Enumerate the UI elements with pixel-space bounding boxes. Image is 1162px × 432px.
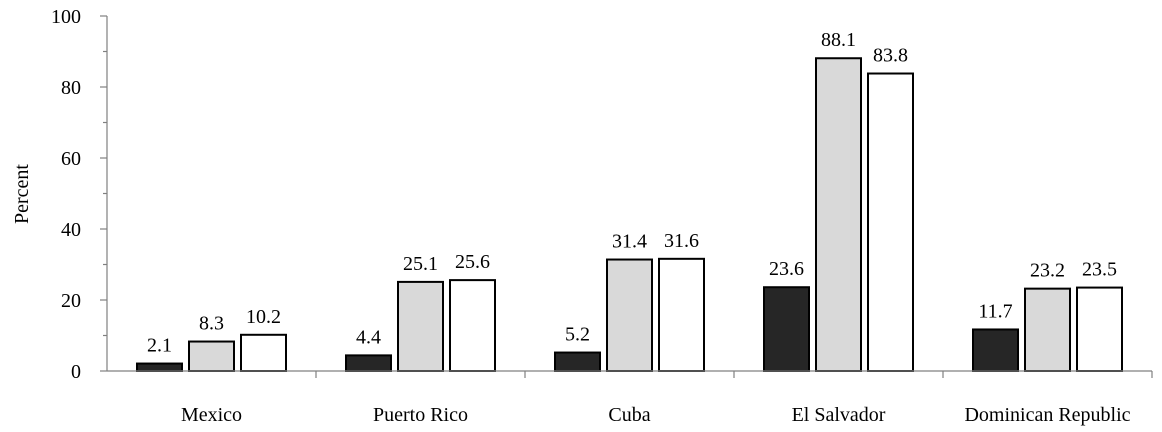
bar (554, 351, 601, 373)
y-axis-title: Percent (11, 164, 33, 224)
bar-data-label: 31.4 (612, 231, 647, 253)
bar-data-label: 25.6 (455, 251, 490, 273)
y-tick-label: 40 (61, 219, 81, 241)
bar (397, 280, 444, 372)
bar (345, 354, 392, 373)
x-category-label: Puerto Rico (373, 404, 468, 426)
y-tick-label: 60 (61, 148, 81, 170)
bar-data-label: 23.2 (1030, 260, 1065, 282)
bar (188, 340, 235, 373)
data-labels-group: 2.1 8.3 10.2 4.4 25.1 25.6 5.2 31.4 31.6 23.6 88.1… (147, 29, 1117, 356)
bar (972, 328, 1019, 372)
y-tick-label: 80 (61, 77, 81, 99)
bar (763, 286, 810, 372)
bar-data-label: 31.6 (664, 230, 699, 252)
bar (658, 257, 705, 373)
bar-data-label: 23.6 (769, 258, 804, 280)
bar-data-label: 88.1 (821, 29, 856, 51)
bar (815, 57, 862, 373)
bar (867, 72, 914, 372)
bar (606, 258, 653, 372)
x-category-label: El Salvador (792, 404, 886, 426)
bar (136, 362, 183, 373)
bar-data-label: 4.4 (356, 326, 381, 348)
x-category-label: Dominican Republic (964, 404, 1130, 426)
y-tick-label: 100 (51, 6, 81, 28)
x-category-label: Mexico (181, 404, 242, 426)
x-category-label: Cuba (608, 404, 650, 426)
y-tick-label: 0 (71, 361, 81, 383)
bar-data-label: 83.8 (873, 45, 908, 67)
y-tick-label: 20 (61, 290, 81, 312)
bar-data-label: 8.3 (199, 313, 224, 335)
bar-data-label: 5.2 (565, 324, 590, 346)
bar-data-label: 2.1 (147, 335, 172, 357)
bar (449, 279, 496, 372)
y-axis-ticks: 0 20 40 60 80 100 (51, 6, 107, 383)
bar-data-label: 23.5 (1082, 259, 1117, 281)
x-axis-labels: Mexico Puerto Rico Cuba El Salvador Dominica… (181, 371, 1153, 426)
bar-data-label: 11.7 (978, 300, 1012, 322)
bars-group (136, 57, 1123, 373)
bar (1076, 286, 1123, 373)
bar (1024, 287, 1071, 373)
bar (240, 333, 287, 373)
bar-data-label: 25.1 (403, 253, 438, 275)
bar-data-label: 10.2 (246, 306, 281, 328)
